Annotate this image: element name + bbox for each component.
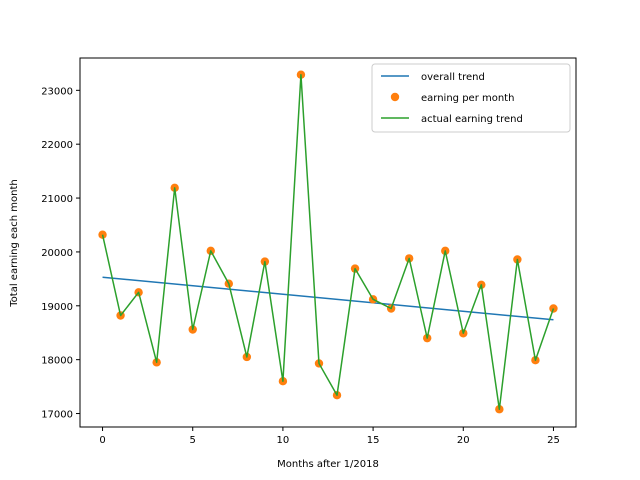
x-tick-label: 15 xyxy=(367,435,380,446)
legend-swatch-earning-per-month xyxy=(390,92,400,102)
x-tick-label: 0 xyxy=(99,435,105,446)
y-tick-label: 23000 xyxy=(41,86,73,97)
x-tick-label: 10 xyxy=(277,435,290,446)
legend-label-actual-earning-trend: actual earning trend xyxy=(421,114,523,125)
y-tick-label: 21000 xyxy=(41,194,73,205)
axes: 0 5 10 15 20 25 17000 18000 19000 20000 21000 22000… xyxy=(41,57,577,446)
y-tick-label: 18000 xyxy=(41,356,73,367)
y-tick-label: 20000 xyxy=(41,248,73,259)
data-point-earning-per-month xyxy=(549,304,558,313)
x-tick-label: 25 xyxy=(547,435,560,446)
axes-frame xyxy=(79,57,577,428)
legend-label-overall-trend: overall trend xyxy=(421,72,485,83)
plot-area xyxy=(98,70,558,414)
y-tick-label: 17000 xyxy=(41,410,73,421)
legend-frame xyxy=(371,63,571,133)
y-tick-label: 22000 xyxy=(41,140,73,151)
series-line-actual-earning-trend xyxy=(101,73,555,410)
y-axis-label: Total earning each month xyxy=(9,179,20,307)
legend: overall trend earning per month actual ear… xyxy=(371,63,571,133)
series-line-overall-trend xyxy=(102,276,554,321)
legend-label-earning-per-month: earning per month xyxy=(421,93,514,104)
x-tick-label: 5 xyxy=(190,435,196,446)
x-axis-label: Months after 1/2018 xyxy=(277,459,379,470)
x-tick-label: 20 xyxy=(457,435,470,446)
y-tick-label: 19000 xyxy=(41,302,73,313)
